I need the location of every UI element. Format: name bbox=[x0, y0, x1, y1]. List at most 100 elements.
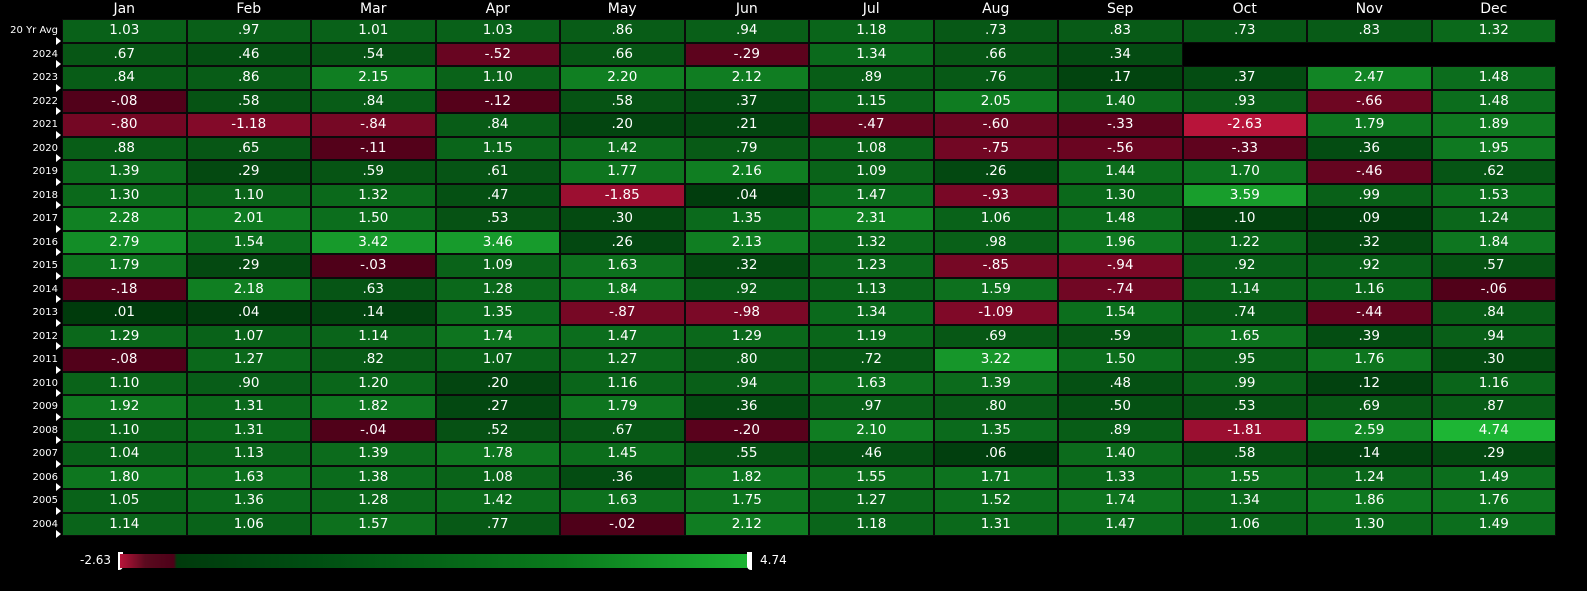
heatmap-cell[interactable]: 2.47 bbox=[1307, 66, 1432, 90]
heatmap-cell[interactable]: 1.01 bbox=[311, 19, 436, 43]
heatmap-cell[interactable]: .74 bbox=[1182, 301, 1307, 325]
heatmap-cell[interactable]: .04 bbox=[186, 301, 311, 325]
heatmap-cell[interactable]: 1.28 bbox=[311, 489, 436, 513]
heatmap-cell[interactable]: .30 bbox=[1431, 348, 1556, 372]
heatmap-cell[interactable]: 1.15 bbox=[435, 136, 560, 160]
heatmap-cell[interactable]: 1.09 bbox=[435, 254, 560, 278]
heatmap-cell[interactable]: 1.10 bbox=[435, 66, 560, 90]
heatmap-cell[interactable]: 2.15 bbox=[311, 66, 436, 90]
heatmap-cell[interactable]: 1.31 bbox=[186, 418, 311, 442]
heatmap-cell[interactable]: 1.14 bbox=[311, 324, 436, 348]
heatmap-cell[interactable]: .80 bbox=[933, 395, 1058, 419]
heatmap-cell[interactable]: 2.59 bbox=[1307, 418, 1432, 442]
heatmap-cell[interactable]: 3.59 bbox=[1182, 183, 1307, 207]
heatmap-cell[interactable]: .77 bbox=[435, 512, 560, 536]
heatmap-cell[interactable]: 1.27 bbox=[560, 348, 685, 372]
heatmap-cell[interactable]: .29 bbox=[186, 160, 311, 184]
heatmap-cell[interactable]: 1.16 bbox=[1307, 277, 1432, 301]
heatmap-cell[interactable]: 1.44 bbox=[1058, 160, 1183, 184]
heatmap-cell[interactable]: .46 bbox=[186, 42, 311, 66]
heatmap-cell[interactable]: .55 bbox=[684, 442, 809, 466]
heatmap-cell[interactable]: 1.63 bbox=[186, 465, 311, 489]
heatmap-cell[interactable]: .73 bbox=[933, 19, 1058, 43]
heatmap-cell[interactable]: 1.14 bbox=[62, 512, 187, 536]
heatmap-cell[interactable]: 1.34 bbox=[809, 301, 934, 325]
heatmap-cell[interactable]: 2.20 bbox=[560, 66, 685, 90]
heatmap-cell[interactable]: 1.06 bbox=[1182, 512, 1307, 536]
heatmap-cell[interactable]: 1.79 bbox=[62, 254, 187, 278]
heatmap-cell[interactable]: 1.89 bbox=[1431, 113, 1556, 137]
heatmap-cell[interactable]: .21 bbox=[684, 113, 809, 137]
heatmap-cell[interactable]: 1.49 bbox=[1431, 512, 1556, 536]
heatmap-cell[interactable]: .98 bbox=[933, 230, 1058, 254]
heatmap-cell[interactable]: 1.10 bbox=[186, 183, 311, 207]
heatmap-cell[interactable]: 1.76 bbox=[1307, 348, 1432, 372]
heatmap-cell[interactable]: 2.05 bbox=[933, 89, 1058, 113]
heatmap-cell[interactable]: -.02 bbox=[560, 512, 685, 536]
heatmap-cell[interactable]: .76 bbox=[933, 66, 1058, 90]
heatmap-cell[interactable]: 1.92 bbox=[62, 395, 187, 419]
heatmap-cell[interactable]: -.74 bbox=[1058, 277, 1183, 301]
heatmap-cell[interactable]: 1.32 bbox=[809, 230, 934, 254]
heatmap-cell[interactable]: 1.63 bbox=[809, 371, 934, 395]
heatmap-cell[interactable]: .67 bbox=[62, 42, 187, 66]
legend-max-handle[interactable] bbox=[747, 552, 752, 570]
heatmap-cell[interactable]: .61 bbox=[435, 160, 560, 184]
heatmap-cell[interactable]: .63 bbox=[311, 277, 436, 301]
heatmap-cell[interactable]: .84 bbox=[1431, 301, 1556, 325]
heatmap-cell[interactable]: .89 bbox=[1058, 418, 1183, 442]
heatmap-cell[interactable]: .62 bbox=[1431, 160, 1556, 184]
heatmap-cell[interactable]: .66 bbox=[560, 42, 685, 66]
heatmap-cell[interactable]: 1.50 bbox=[311, 207, 436, 231]
heatmap-cell[interactable]: 1.53 bbox=[1431, 183, 1556, 207]
heatmap-cell[interactable]: 1.10 bbox=[62, 371, 187, 395]
heatmap-cell[interactable]: 1.79 bbox=[560, 395, 685, 419]
heatmap-cell[interactable]: .14 bbox=[1307, 442, 1432, 466]
heatmap-cell[interactable]: 1.70 bbox=[1182, 160, 1307, 184]
heatmap-cell[interactable]: 1.49 bbox=[1431, 465, 1556, 489]
heatmap-cell[interactable]: 1.33 bbox=[1058, 465, 1183, 489]
heatmap-cell[interactable]: 2.79 bbox=[62, 230, 187, 254]
heatmap-cell[interactable]: 1.95 bbox=[1431, 136, 1556, 160]
heatmap-cell[interactable]: .69 bbox=[1307, 395, 1432, 419]
heatmap-cell[interactable]: .82 bbox=[311, 348, 436, 372]
heatmap-cell[interactable]: 1.09 bbox=[809, 160, 934, 184]
heatmap-cell[interactable]: -2.63 bbox=[1182, 113, 1307, 137]
heatmap-cell[interactable]: .47 bbox=[435, 183, 560, 207]
heatmap-cell[interactable]: 1.86 bbox=[1307, 489, 1432, 513]
heatmap-cell[interactable]: .67 bbox=[560, 418, 685, 442]
heatmap-cell[interactable]: 1.78 bbox=[435, 442, 560, 466]
heatmap-cell[interactable]: -.08 bbox=[62, 348, 187, 372]
heatmap-cell[interactable]: 1.16 bbox=[560, 371, 685, 395]
heatmap-cell[interactable]: 1.59 bbox=[933, 277, 1058, 301]
heatmap-cell[interactable]: .79 bbox=[684, 136, 809, 160]
heatmap-cell[interactable]: .58 bbox=[560, 89, 685, 113]
heatmap-cell[interactable]: .94 bbox=[1431, 324, 1556, 348]
heatmap-cell[interactable]: .92 bbox=[1182, 254, 1307, 278]
heatmap-cell[interactable]: .94 bbox=[684, 371, 809, 395]
heatmap-cell[interactable]: 1.34 bbox=[1182, 489, 1307, 513]
heatmap-cell[interactable]: .29 bbox=[186, 254, 311, 278]
heatmap-cell[interactable]: 1.27 bbox=[809, 489, 934, 513]
heatmap-cell[interactable]: 1.74 bbox=[435, 324, 560, 348]
heatmap-cell[interactable]: -.11 bbox=[311, 136, 436, 160]
heatmap-cell[interactable]: -.29 bbox=[684, 42, 809, 66]
heatmap-cell[interactable]: 1.39 bbox=[933, 371, 1058, 395]
heatmap-cell[interactable]: 1.28 bbox=[435, 277, 560, 301]
heatmap-cell[interactable]: -1.85 bbox=[560, 183, 685, 207]
heatmap-cell[interactable]: -.04 bbox=[311, 418, 436, 442]
heatmap-cell[interactable]: 2.12 bbox=[684, 66, 809, 90]
heatmap-cell[interactable]: 1.15 bbox=[809, 89, 934, 113]
heatmap-cell[interactable]: .84 bbox=[311, 89, 436, 113]
heatmap-cell[interactable]: 1.48 bbox=[1431, 66, 1556, 90]
heatmap-cell[interactable]: -.52 bbox=[435, 42, 560, 66]
heatmap-cell[interactable]: -1.18 bbox=[186, 113, 311, 137]
heatmap-cell[interactable]: 1.77 bbox=[560, 160, 685, 184]
heatmap-cell[interactable]: 1.16 bbox=[1431, 371, 1556, 395]
heatmap-cell[interactable]: .86 bbox=[560, 19, 685, 43]
heatmap-cell[interactable]: 1.38 bbox=[311, 465, 436, 489]
heatmap-cell[interactable]: .59 bbox=[311, 160, 436, 184]
heatmap-cell[interactable]: 1.54 bbox=[1058, 301, 1183, 325]
heatmap-cell[interactable]: 1.80 bbox=[62, 465, 187, 489]
heatmap-cell[interactable]: .17 bbox=[1058, 66, 1183, 90]
